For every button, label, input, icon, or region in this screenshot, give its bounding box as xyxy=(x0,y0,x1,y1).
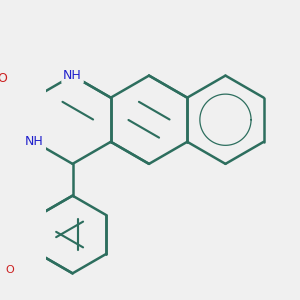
Text: NH: NH xyxy=(25,135,44,148)
Text: O: O xyxy=(6,266,15,275)
Text: O: O xyxy=(0,72,7,86)
Text: NH: NH xyxy=(63,69,82,82)
